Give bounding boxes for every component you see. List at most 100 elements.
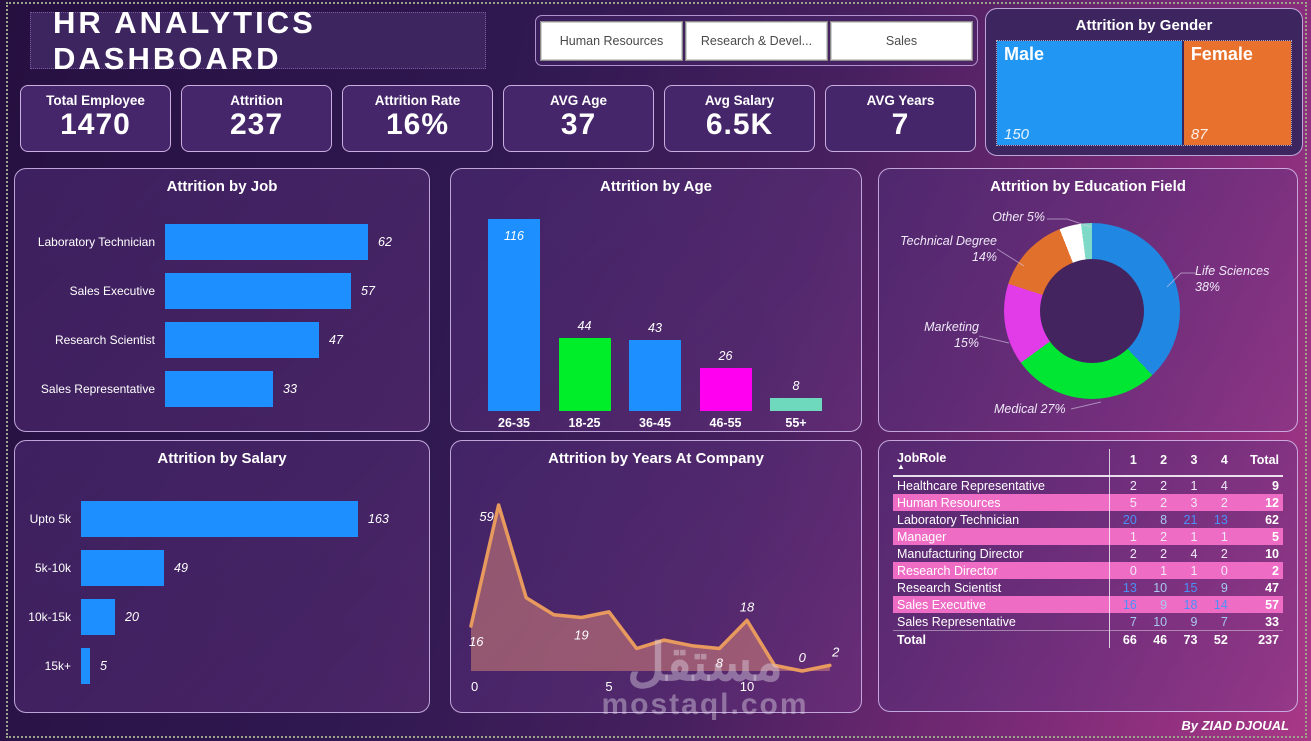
column-header-2[interactable]: 2 — [1160, 453, 1168, 467]
jobrole-table-header[interactable]: JobRole ▲ 1 2 3 4 Total — [893, 449, 1283, 476]
value-cell: 3 — [1190, 495, 1198, 510]
bar-row-sales-executive[interactable]: Sales Executive 57 — [23, 273, 421, 309]
bar-row-laboratory-technician[interactable]: Laboratory Technician 62 — [23, 224, 421, 260]
kpi-card-avg-age: AVG Age 37 — [503, 85, 654, 152]
years-chart-card: Attrition by Years At Company 16 59 19 8 18 0… — [450, 440, 862, 713]
donut-callout-line: 14% — [971, 250, 997, 264]
bar[interactable] — [629, 340, 681, 411]
age-bar-column-46-55[interactable]: 26 46-55 — [699, 219, 752, 430]
table-row-manager[interactable]: Manager 1 2 1 1 5 — [893, 528, 1283, 545]
value-cell: 21 — [1183, 512, 1198, 527]
age-bar-column-36-45[interactable]: 43 36-45 — [629, 219, 681, 430]
age-bar-column-55[interactable]: 8 55+ — [770, 219, 822, 430]
bar-value-label: 62 — [378, 235, 392, 249]
bar-value-label: 44 — [577, 319, 592, 333]
years-chart-title: Attrition by Years At Company — [548, 450, 764, 467]
bar[interactable] — [699, 368, 752, 411]
table-row-research-scientist[interactable]: Research Scientist 13 10 15 9 47 — [893, 579, 1283, 596]
table-row-human-resources[interactable]: Human Resources 5 2 3 2 12 — [893, 494, 1283, 511]
value-cell: 1 — [1190, 563, 1198, 578]
svg-text:5: 5 — [605, 679, 612, 694]
donut-callout-line: Medical 27% — [994, 402, 1066, 416]
kpi-card-total-employee: Total Employee 1470 — [20, 85, 171, 152]
bar-value-label: 43 — [648, 321, 662, 335]
education-donut[interactable] — [1004, 223, 1180, 399]
bar-category-label: 46-55 — [709, 416, 742, 430]
kpi-label: AVG Years — [866, 93, 935, 108]
bar[interactable] — [165, 371, 273, 407]
years-area-chart[interactable]: 16 59 19 8 18 0 2 0 5 10 — [461, 475, 853, 705]
bar-category-label: 18-25 — [568, 416, 601, 430]
bar-value-label: 26 — [718, 349, 733, 363]
gender-segment-value: 150 — [1004, 126, 1030, 143]
table-row-healthcare-representative[interactable]: Healthcare Representative 2 2 1 4 9 — [893, 476, 1283, 494]
column-header-total[interactable]: Total — [1250, 453, 1279, 467]
bar-category-label: Sales Representative — [40, 382, 155, 396]
kpi-card-avg-years: AVG Years 7 — [825, 85, 976, 152]
salary-chart-card: Attrition by Salary Upto 5k 163 5k-10k 49 10… — [14, 440, 430, 713]
value-cell: 2 — [1109, 545, 1141, 562]
table-row-sales-executive[interactable]: Sales Executive 16 9 18 14 57 — [893, 596, 1283, 613]
kpi-card-avg-salary: Avg Salary 6.5K — [664, 85, 815, 152]
slicer-research-devel[interactable]: Research & Devel... — [685, 20, 828, 61]
bar[interactable] — [81, 550, 164, 586]
table-row-sales-representative[interactable]: Sales Representative 7 10 9 7 33 — [893, 613, 1283, 631]
bar[interactable] — [165, 322, 319, 358]
column-header-1[interactable]: 1 — [1109, 449, 1141, 476]
bar[interactable] — [165, 224, 368, 260]
bar[interactable] — [558, 338, 611, 411]
bar[interactable] — [81, 648, 90, 684]
svg-text:0: 0 — [471, 679, 478, 694]
column-header-3[interactable]: 3 — [1190, 453, 1198, 467]
age-bar-column-18-25[interactable]: 44 18-25 — [558, 219, 611, 430]
bar-row-5k-10k[interactable]: 5k-10k 49 — [23, 550, 421, 586]
bar-value-label: 33 — [283, 382, 297, 396]
jobrole-cell: Laboratory Technician — [897, 512, 1020, 527]
donut-callout-line: Technical Degree — [900, 234, 997, 248]
table-row-research-director[interactable]: Research Director 0 1 1 0 2 — [893, 562, 1283, 579]
bar[interactable] — [81, 501, 358, 537]
value-cell: 1 — [1190, 478, 1198, 493]
slicer-human-resources[interactable]: Human Resources — [540, 20, 683, 61]
jobrole-header-row[interactable]: JobRole ▲ 1 2 3 4 Total — [893, 449, 1283, 476]
donut-callout-line: Marketing — [924, 320, 979, 334]
value-cell: 7 — [1220, 614, 1228, 629]
job-chart-card: Attrition by Job Laboratory Technician 62… — [14, 168, 430, 432]
value-cell: 20 — [1109, 511, 1141, 528]
total-cell: 237 — [1231, 630, 1283, 648]
bar-value-label: 47 — [329, 333, 343, 347]
table-row-manufacturing-director[interactable]: Manufacturing Director 2 2 4 2 10 — [893, 545, 1283, 562]
bar[interactable] — [770, 398, 822, 411]
slicer-sales[interactable]: Sales — [830, 20, 973, 61]
jobrole-cell: Manufacturing Director — [897, 546, 1024, 561]
age-chart-title: Attrition by Age — [600, 178, 712, 195]
donut-callout-technical-degree: Technical Degree 14% — [887, 233, 997, 265]
bar[interactable] — [81, 599, 115, 635]
bar-row-10k-15k[interactable]: 10k-15k 20 — [23, 599, 421, 635]
value-cell: 1 — [1190, 529, 1198, 544]
bar-row-15k[interactable]: 15k+ 5 — [23, 648, 421, 684]
bar-row-upto-5k[interactable]: Upto 5k 163 — [23, 501, 421, 537]
kpi-value: 1470 — [60, 108, 131, 141]
jobrole-cell: Healthcare Representative — [897, 478, 1045, 493]
column-header-jobrole[interactable]: JobRole ▲ — [893, 449, 1110, 476]
job-chart-title: Attrition by Job — [166, 178, 278, 195]
value-cell: 0 — [1109, 562, 1141, 579]
column-header-4[interactable]: 4 — [1220, 453, 1228, 467]
kpi-label: AVG Age — [549, 93, 607, 108]
kpi-value: 37 — [560, 108, 597, 141]
age-bar-column-26-35[interactable]: 116 26-35 — [488, 219, 540, 430]
gender-segment-female[interactable]: Female 87 — [1181, 41, 1291, 145]
bar-value-label: 5 — [100, 659, 107, 673]
bar[interactable] — [165, 273, 351, 309]
page-title: HR ANALYTICS DASHBOARD — [30, 5, 486, 76]
bar[interactable] — [488, 219, 540, 411]
kpi-card-attrition: Attrition 237 — [181, 85, 332, 152]
jobrole-cell: Research Scientist — [897, 580, 1002, 595]
svg-text:16: 16 — [469, 634, 484, 649]
table-row-laboratory-technician[interactable]: Laboratory Technician 20 8 21 13 62 — [893, 511, 1283, 528]
gender-segment-male[interactable]: Male 150 — [997, 41, 1182, 145]
bar-row-sales-representative[interactable]: Sales Representative 33 — [23, 371, 421, 407]
value-cell: 16 — [1109, 596, 1141, 613]
bar-row-research-scientist[interactable]: Research Scientist 47 — [23, 322, 421, 358]
